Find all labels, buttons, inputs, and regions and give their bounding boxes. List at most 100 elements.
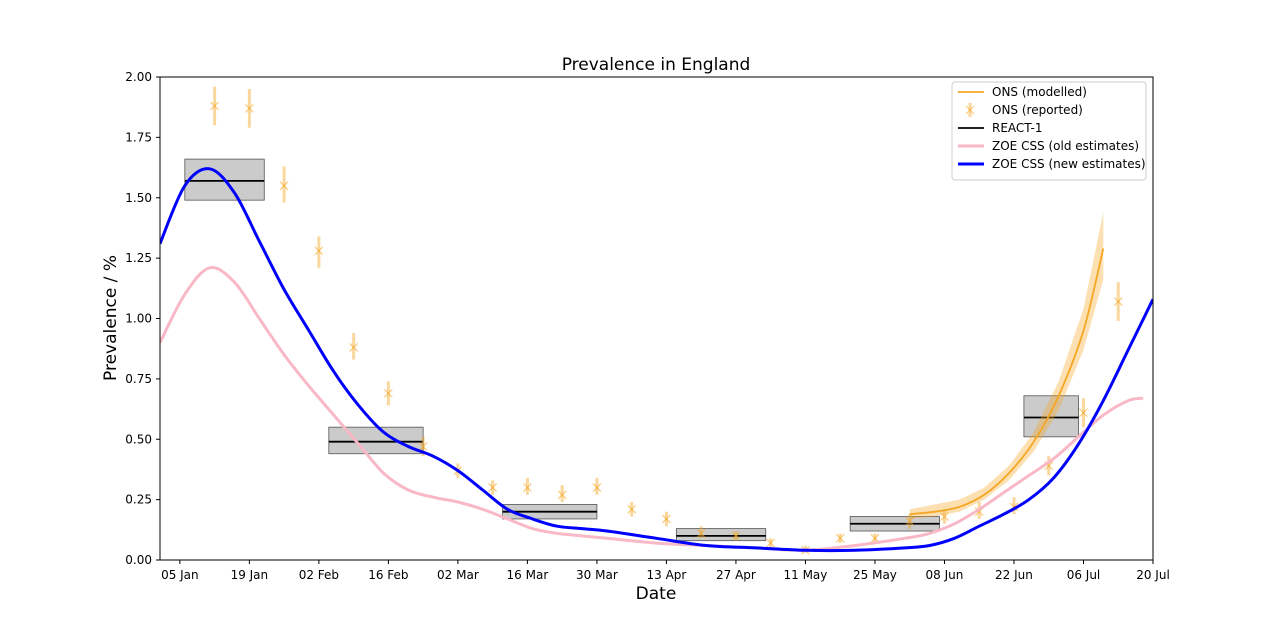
ons-reported-marker-stroke	[314, 246, 324, 256]
legend-swatch	[965, 105, 975, 115]
ons-reported-marker-stroke	[905, 516, 915, 526]
y-axis: 0.00 0.25 0.50 0.75 1.00 1.25 1.50 1.75 2.00	[125, 70, 160, 567]
ons-modelled-line	[909, 248, 1105, 515]
legend-label: ONS (reported)	[992, 103, 1083, 117]
ons-reported-marker-stroke	[349, 343, 359, 352]
ons-reported-marker-stroke	[244, 103, 254, 113]
zoe-old-line	[160, 266, 1144, 552]
ons-reported-point	[870, 533, 880, 543]
ons-reported-point	[1113, 297, 1123, 307]
ons-reported-point	[627, 504, 637, 514]
legend-label: ONS (modelled)	[992, 85, 1087, 99]
x-tick-label: 16 Feb	[368, 568, 408, 582]
legend-item: ZOE CSS (old estimates)	[958, 139, 1139, 153]
legend-label: REACT-1	[992, 121, 1043, 135]
ons-reported-marker-stroke	[488, 483, 498, 492]
ons-reported-marker-stroke	[731, 531, 741, 541]
x-tick-label: 08 Jun	[926, 568, 964, 582]
x-tick-label: 16 Mar	[507, 568, 549, 582]
x-tick-label: 19 Jan	[231, 568, 269, 582]
ons-reported-marker-stroke	[592, 483, 602, 492]
ons-reported-point	[592, 483, 602, 492]
ons-reported-point	[905, 516, 915, 526]
x-tick-label: 02 Mar	[437, 568, 479, 582]
legend-item: ONS (modelled)	[958, 85, 1087, 99]
y-tick-label: 1.25	[125, 251, 152, 265]
ons-reported-point	[731, 531, 741, 541]
x-tick-label: 20 Jul	[1136, 568, 1170, 582]
react1-ci-box	[675, 528, 767, 542]
x-tick-label: 22 Jun	[995, 568, 1033, 582]
ons-reported-point	[244, 103, 254, 113]
react1-series	[184, 158, 1079, 542]
ons-reported-point	[279, 181, 289, 191]
chart-title: Prevalence in England	[562, 55, 751, 75]
y-axis-label: Prevalence / %	[101, 255, 121, 381]
x-tick-label: 25 May	[853, 568, 897, 582]
plot-area	[160, 86, 1153, 555]
x-tick-label: 30 Mar	[576, 568, 618, 582]
legend-box	[951, 81, 1147, 181]
x-tick-label: 06 Jul	[1067, 568, 1101, 582]
ons-reported-point	[522, 483, 532, 492]
zoe-new-line	[160, 167, 1153, 553]
ons-reported-point	[557, 490, 567, 500]
legend-item: REACT-1	[958, 121, 1043, 135]
ons-modelled-band	[909, 212, 1104, 519]
ons-reported-marker-stroke	[1079, 408, 1088, 418]
ons-reported-point	[349, 343, 359, 352]
ons-reported-point	[488, 483, 498, 492]
ons-reported-point	[314, 246, 324, 256]
legend-item: ZOE CSS (new estimates)	[958, 157, 1146, 171]
y-tick-label: 0.75	[125, 372, 152, 386]
ons-reported-marker-stroke	[766, 538, 776, 548]
ons-reported-point	[696, 529, 706, 538]
y-tick-label: 2.00	[125, 70, 152, 84]
ons-reported-marker-stroke	[662, 514, 671, 524]
ons-reported-point	[210, 101, 220, 111]
ons-reported-point	[418, 442, 428, 451]
legend-label: ZOE CSS (new estimates)	[992, 157, 1146, 171]
x-axis-label: Date	[636, 584, 677, 604]
react1-ci-box	[1023, 395, 1079, 438]
ons-reported-marker-stroke	[870, 533, 880, 543]
ons-reported-marker-stroke	[557, 490, 567, 500]
legend: ONS (modelled) ONS (reported) REACT-1 ZOE C…	[951, 81, 1147, 181]
ons-reported-point	[766, 538, 776, 548]
ons-reported-series	[210, 86, 1123, 555]
ons-reported-marker-stroke	[418, 442, 428, 451]
x-axis: 05 Jan 19 Jan 02 Feb 16 Feb 02 Mar 16 Mar 30 M…	[161, 560, 1170, 582]
y-tick-label: 0.50	[125, 432, 152, 446]
ons-reported-marker-stroke	[940, 512, 949, 521]
x-tick-label: 13 Apr	[647, 568, 687, 582]
ons-reported-point	[383, 388, 393, 398]
ons-reported-marker-stroke	[383, 388, 393, 398]
ons-reported-marker-stroke	[522, 483, 532, 492]
x-tick-label: 05 Jan	[161, 568, 199, 582]
x-tick-label: 27 Apr	[716, 568, 756, 582]
x-tick-label: 02 Feb	[299, 568, 339, 582]
ons-reported-marker-stroke	[1113, 297, 1123, 307]
y-tick-label: 1.75	[125, 130, 152, 144]
plot-frame	[159, 76, 1154, 561]
react1-ci-box	[328, 426, 424, 455]
y-tick-label: 1.00	[125, 312, 152, 326]
y-tick-label: 0.00	[125, 553, 152, 567]
ons-reported-marker-stroke	[627, 504, 637, 514]
y-tick-label: 1.50	[125, 191, 152, 205]
ons-reported-point	[835, 533, 845, 543]
ons-reported-point	[1079, 408, 1088, 418]
y-tick-label: 0.25	[125, 493, 152, 507]
ons-reported-marker-stroke	[696, 529, 706, 538]
ons-reported-point	[940, 512, 949, 521]
ons-reported-marker-stroke	[210, 101, 220, 111]
legend-item: ONS (reported)	[965, 103, 1083, 117]
x-tick-label: 11 May	[783, 568, 827, 582]
ons-reported-marker-stroke	[279, 181, 289, 191]
legend-label: ZOE CSS (old estimates)	[992, 139, 1139, 153]
ons-reported-point	[662, 514, 671, 524]
ons-reported-marker-stroke	[1044, 461, 1054, 471]
ons-reported-marker-stroke	[835, 533, 845, 543]
ons-modelled-series	[909, 212, 1105, 519]
